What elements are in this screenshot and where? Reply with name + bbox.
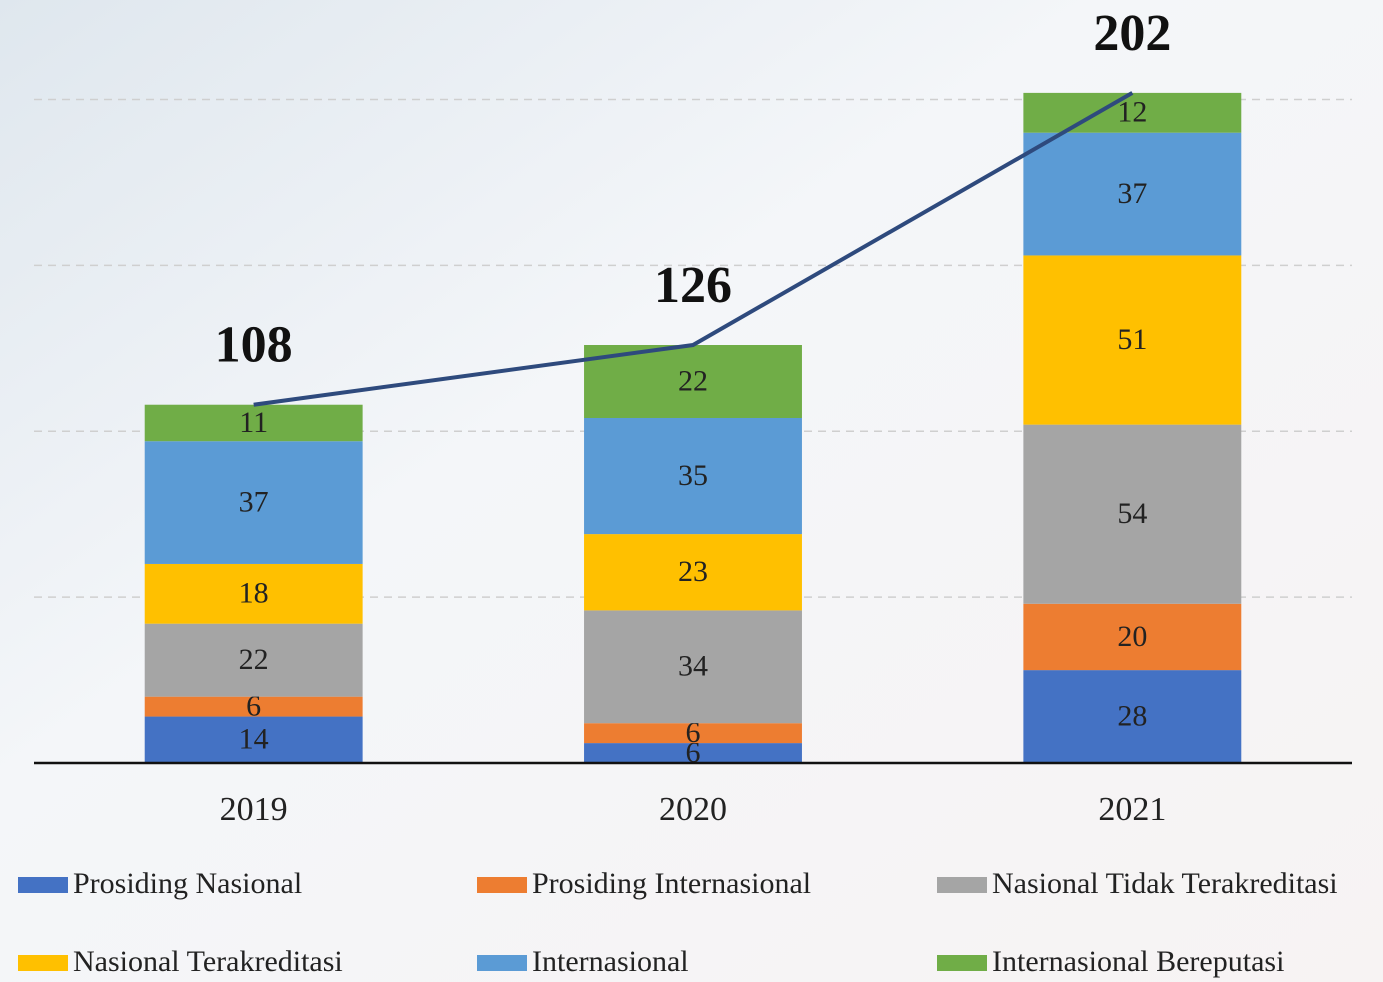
x-tick-label: 2020 xyxy=(659,791,727,828)
data-label: 6 xyxy=(686,736,701,769)
legend-label: Prosiding Nasional xyxy=(73,867,302,900)
data-label: 6 xyxy=(246,689,261,722)
bar-segment xyxy=(144,696,363,717)
total-label: 126 xyxy=(654,257,732,314)
data-label: 37 xyxy=(1117,177,1147,210)
bar-segment xyxy=(144,404,363,442)
bar-segment xyxy=(1023,424,1242,604)
legend-label: Internasional Bereputasi xyxy=(992,945,1284,978)
bar-segment xyxy=(1023,255,1242,425)
bar-segment xyxy=(144,441,363,564)
data-label: 11 xyxy=(239,406,268,439)
total-label: 108 xyxy=(215,317,293,374)
bar-segment xyxy=(144,563,363,624)
bar-segment xyxy=(1023,132,1242,256)
legend-swatch xyxy=(477,955,527,971)
total-line xyxy=(253,91,1134,407)
legend-swatch xyxy=(937,955,987,971)
data-label: 14 xyxy=(239,723,269,756)
legend-label: Nasional Tidak Terakreditasi xyxy=(992,867,1338,900)
data-label: 51 xyxy=(1117,323,1147,356)
data-label: 23 xyxy=(678,555,708,588)
legend-swatch xyxy=(477,877,527,893)
data-label: 22 xyxy=(678,364,708,397)
bar-segment xyxy=(1023,670,1242,763)
legend-swatch xyxy=(18,877,68,893)
legend: Prosiding Nasional Prosiding Internasiona… xyxy=(18,867,1338,978)
data-label: 34 xyxy=(678,650,708,683)
x-tick-label: 2019 xyxy=(220,791,288,828)
bar-segment xyxy=(144,623,363,697)
bar-segment xyxy=(584,534,802,611)
total-label: 202 xyxy=(1093,5,1171,62)
data-label: 12 xyxy=(1117,96,1147,129)
legend-label: Nasional Terakreditasi xyxy=(73,945,343,978)
bar-segment xyxy=(1023,603,1242,671)
bar-segment xyxy=(144,716,363,763)
bar-segment xyxy=(584,610,802,724)
bar-segment xyxy=(584,417,802,535)
data-label: 22 xyxy=(239,643,269,676)
data-label: 6 xyxy=(686,716,701,749)
bar-segment xyxy=(1023,92,1242,133)
bar-segment xyxy=(584,723,802,744)
legend-label: Internasional xyxy=(532,945,689,978)
bar-segment xyxy=(584,743,802,763)
legend-swatch xyxy=(18,955,68,971)
x-tick-label: 2021 xyxy=(1098,791,1166,828)
data-label: 20 xyxy=(1117,620,1147,653)
data-label: 28 xyxy=(1117,699,1147,732)
data-label: 35 xyxy=(678,459,708,492)
bar-segment xyxy=(584,345,802,418)
legend-label: Prosiding Internasional xyxy=(532,867,811,900)
data-label: 37 xyxy=(239,485,269,518)
data-label: 18 xyxy=(239,577,269,610)
data-label: 54 xyxy=(1117,497,1147,530)
legend-swatch xyxy=(937,877,987,893)
